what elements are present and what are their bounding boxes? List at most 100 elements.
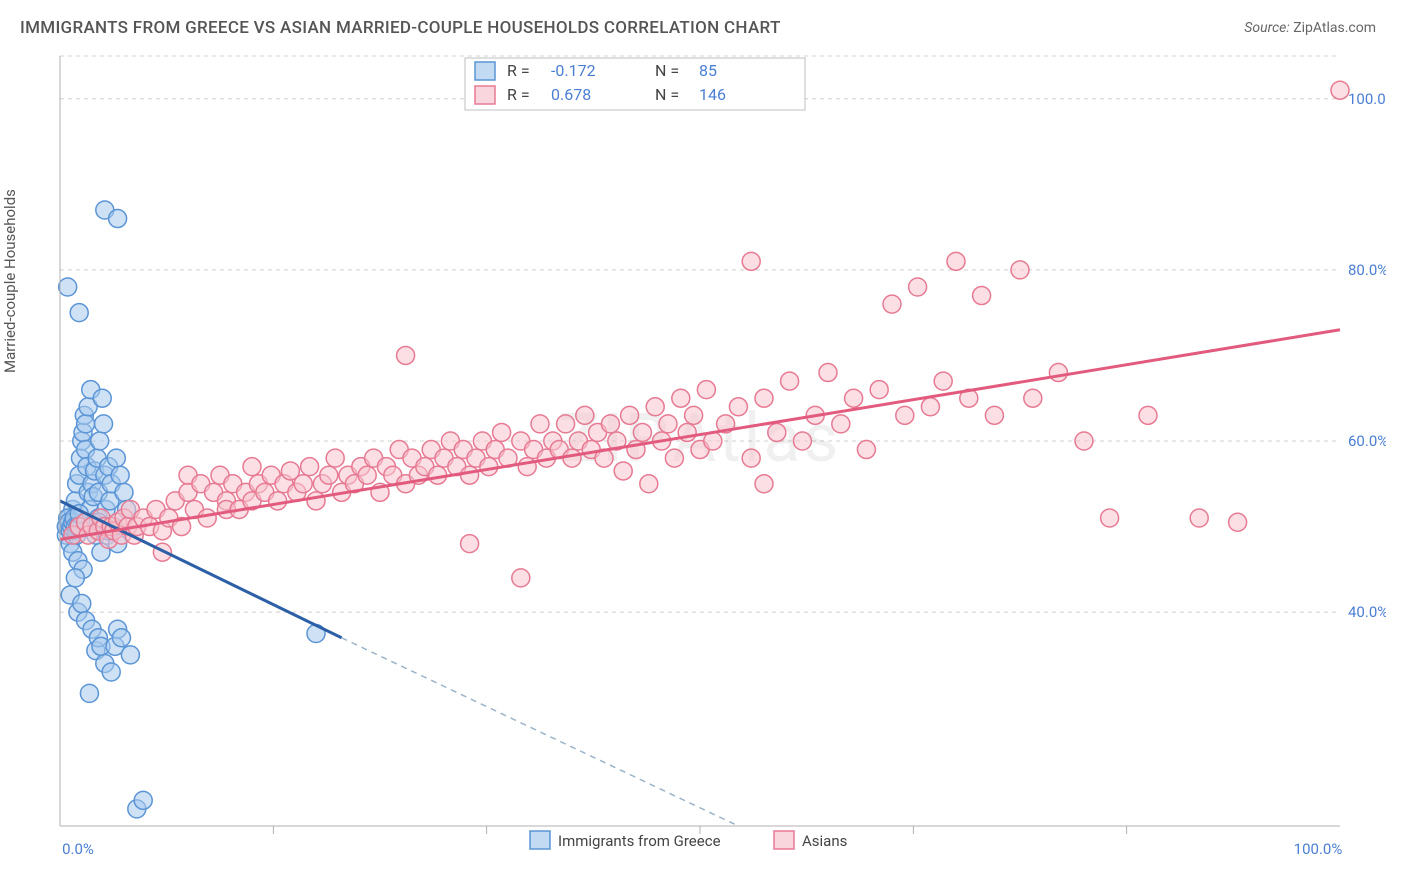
data-point — [934, 372, 952, 390]
data-point — [461, 535, 479, 553]
data-point — [269, 492, 287, 510]
data-point — [66, 569, 84, 587]
data-point — [781, 372, 799, 390]
correlation-scatter-chart: 40.0%60.0%80.0%100.0%ZIPAtlas0.0%100.0%R… — [20, 46, 1386, 866]
data-point — [59, 278, 77, 296]
data-point — [896, 406, 914, 424]
x-tick-label: 100.0% — [1294, 840, 1343, 858]
y-tick-label: 100.0% — [1348, 90, 1386, 108]
y-tick-label: 60.0% — [1348, 432, 1386, 450]
source-label: Source: — [1244, 20, 1289, 36]
data-point — [1190, 509, 1208, 527]
data-point — [1331, 81, 1349, 99]
data-point — [461, 466, 479, 484]
data-point — [672, 389, 690, 407]
stats-n-label: N = — [655, 85, 679, 104]
stats-r-label: R = — [507, 61, 530, 80]
data-point — [742, 449, 760, 467]
stats-r-value: 0.678 — [551, 85, 591, 104]
legend-swatch — [475, 62, 495, 80]
legend-swatch — [774, 831, 794, 849]
data-point — [1139, 406, 1157, 424]
data-point — [883, 295, 901, 313]
data-point — [198, 509, 216, 527]
data-point — [1075, 432, 1093, 450]
data-point — [640, 475, 658, 493]
data-point — [91, 432, 109, 450]
data-point — [77, 415, 95, 433]
data-point — [729, 398, 747, 416]
data-point — [909, 278, 927, 296]
data-point — [646, 398, 664, 416]
stats-r-value: -0.172 — [551, 61, 596, 80]
data-point — [102, 663, 120, 681]
data-point — [1024, 389, 1042, 407]
chart-container: Married-couple Households 40.0%60.0%80.0… — [20, 46, 1386, 866]
stats-n-label: N = — [655, 61, 679, 80]
data-point — [243, 458, 261, 476]
data-point — [768, 423, 786, 441]
data-point — [111, 466, 129, 484]
data-point — [121, 646, 139, 664]
data-point — [742, 252, 760, 270]
data-point — [665, 449, 683, 467]
data-point — [358, 466, 376, 484]
data-point — [320, 466, 338, 484]
stats-n-value: 146 — [699, 85, 726, 104]
legend-label: Immigrants from Greece — [558, 832, 721, 850]
data-point — [685, 406, 703, 424]
data-point — [1049, 364, 1067, 382]
data-point — [294, 475, 312, 493]
y-tick-label: 80.0% — [1348, 261, 1386, 279]
data-point — [95, 415, 113, 433]
data-point — [557, 415, 575, 433]
data-point — [857, 441, 875, 459]
data-point — [397, 346, 415, 364]
data-point — [1229, 513, 1247, 531]
data-point — [601, 415, 619, 433]
data-point — [697, 381, 715, 399]
data-point — [621, 406, 639, 424]
legend-swatch — [530, 831, 550, 849]
data-point — [1011, 261, 1029, 279]
data-point — [80, 684, 98, 702]
data-point — [73, 595, 91, 613]
x-tick-label: 0.0% — [62, 840, 94, 858]
source-attribution: Source: ZipAtlas.com — [1244, 20, 1376, 36]
y-axis-label: Married-couple Households — [1, 189, 19, 373]
data-point — [115, 483, 133, 501]
data-point — [307, 492, 325, 510]
data-point — [493, 423, 511, 441]
data-point — [614, 462, 632, 480]
y-tick-label: 40.0% — [1348, 603, 1386, 621]
data-point — [93, 389, 111, 407]
data-point — [109, 210, 127, 228]
regression-line-asians — [60, 330, 1340, 540]
data-point — [921, 398, 939, 416]
stats-r-label: R = — [507, 85, 530, 104]
legend-swatch — [475, 86, 495, 104]
data-point — [793, 432, 811, 450]
data-point — [512, 569, 530, 587]
chart-header: IMMIGRANTS FROM GREECE VS ASIAN MARRIED-… — [0, 0, 1406, 46]
data-point — [947, 252, 965, 270]
regression-line-greece-extrapolated — [342, 638, 739, 826]
source-value: ZipAtlas.com — [1293, 20, 1376, 36]
data-point — [985, 406, 1003, 424]
data-point — [1101, 509, 1119, 527]
data-point — [819, 364, 837, 382]
data-point — [70, 304, 88, 322]
chart-title: IMMIGRANTS FROM GREECE VS ASIAN MARRIED-… — [20, 18, 781, 38]
data-point — [112, 629, 130, 647]
data-point — [531, 415, 549, 433]
data-point — [326, 449, 344, 467]
data-point — [633, 423, 651, 441]
data-point — [870, 381, 888, 399]
data-point — [845, 389, 863, 407]
data-point — [563, 449, 581, 467]
data-point — [973, 287, 991, 305]
data-point — [755, 475, 773, 493]
data-point — [755, 389, 773, 407]
data-point — [107, 449, 125, 467]
data-point — [659, 415, 677, 433]
